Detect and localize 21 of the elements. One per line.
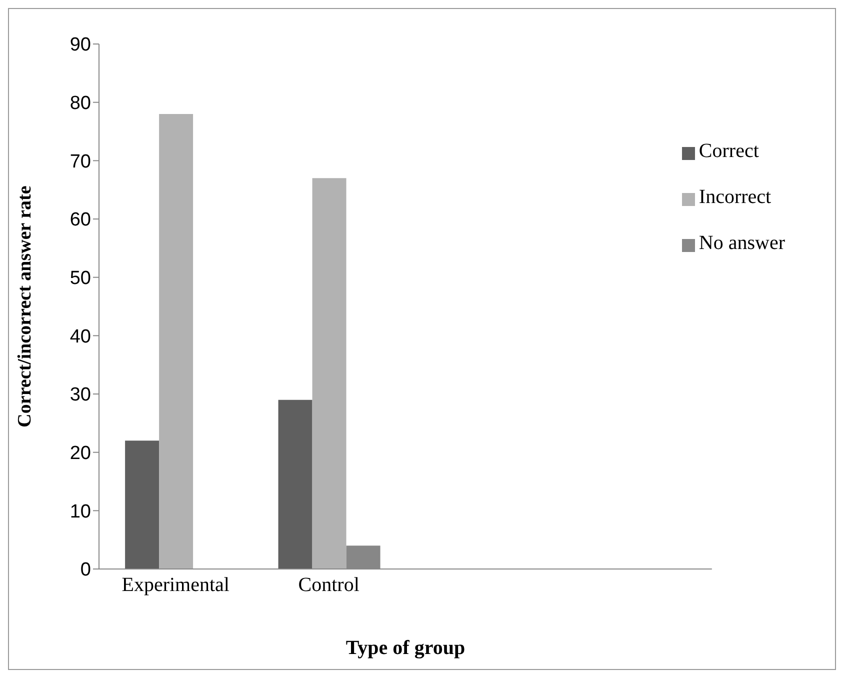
- y-tick-label: 50: [70, 268, 91, 290]
- legend-label: Incorrect: [698, 186, 772, 208]
- bar: [312, 178, 346, 569]
- y-tick-label: 0: [80, 560, 91, 581]
- x-axis-title: Type of group: [346, 637, 466, 659]
- y-tick-label: 20: [70, 443, 91, 464]
- y-tick-label: 40: [70, 326, 91, 348]
- x-tick-label: Experimental: [122, 574, 230, 596]
- y-tick-label: 90: [70, 34, 91, 56]
- x-tick-label: Control: [298, 574, 360, 596]
- y-tick-label: 60: [70, 210, 91, 231]
- y-tick-label: 10: [70, 501, 91, 522]
- y-tick-label: 70: [70, 151, 91, 172]
- bar: [125, 440, 160, 569]
- y-tick-label: 30: [70, 384, 91, 406]
- y-axis-title: Correct/incorrect answer rate: [14, 186, 36, 428]
- legend-label: No answer: [698, 232, 785, 254]
- y-tick-label: 80: [70, 93, 91, 114]
- bar: [278, 400, 312, 569]
- bar: [159, 114, 194, 569]
- legend-label: Correct: [698, 140, 759, 162]
